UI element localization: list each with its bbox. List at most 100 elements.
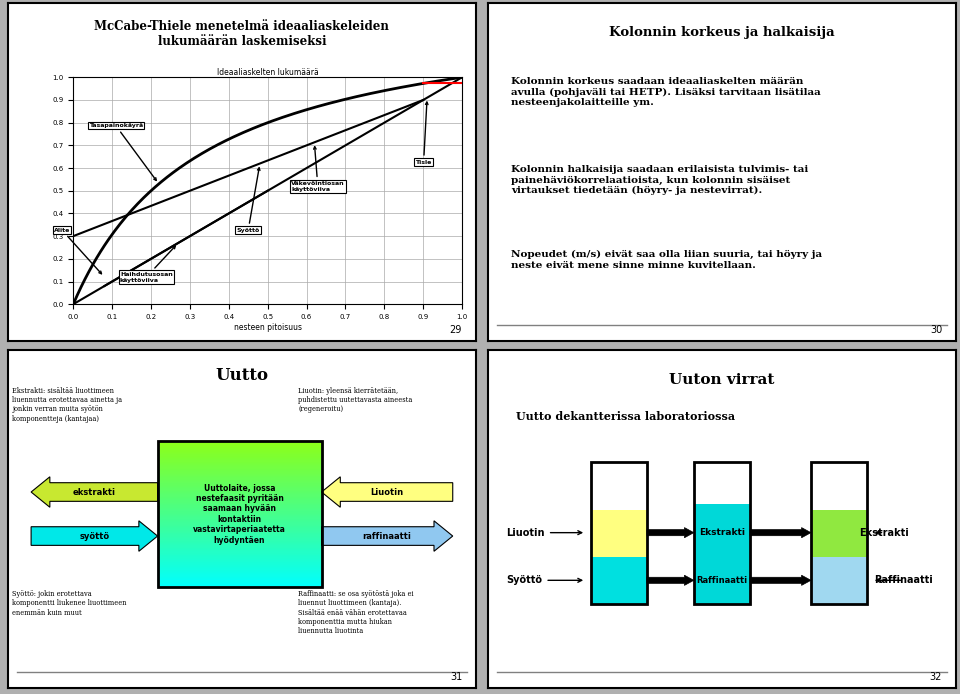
Bar (157, 578, 322, 579)
Bar (157, 468, 322, 469)
FancyArrow shape (31, 477, 157, 507)
Bar (157, 557, 322, 559)
X-axis label: nesteen pitoisuus: nesteen pitoisuus (233, 323, 301, 332)
Bar (157, 538, 322, 539)
Bar (157, 532, 322, 534)
FancyArrow shape (322, 520, 453, 551)
Bar (157, 585, 322, 587)
Bar (157, 441, 322, 587)
Text: Haihdutusosan
käyttöviiva: Haihdutusosan käyttöviiva (120, 246, 176, 282)
Bar (157, 514, 322, 515)
Bar (157, 544, 322, 545)
Bar (157, 486, 322, 487)
Bar (157, 488, 322, 490)
Bar (157, 511, 322, 513)
Bar (157, 549, 322, 550)
Bar (157, 528, 322, 530)
Bar (157, 470, 322, 471)
Bar (157, 460, 322, 462)
Text: syöttö: syöttö (80, 532, 109, 541)
Text: Alite: Alite (54, 228, 102, 273)
Text: Liuotin: Liuotin (371, 487, 404, 496)
Bar (157, 448, 322, 450)
FancyArrow shape (750, 527, 811, 538)
Bar (157, 552, 322, 554)
Bar (157, 564, 322, 565)
Bar (157, 527, 322, 529)
Bar (157, 521, 322, 523)
Bar (157, 492, 322, 493)
Bar (157, 575, 322, 577)
FancyArrow shape (322, 477, 453, 507)
Title: Ideaaliaskelten lukumäärä: Ideaaliaskelten lukumäärä (217, 67, 319, 76)
Text: Tasapainokäyrä: Tasapainokäyrä (89, 124, 156, 180)
Bar (157, 575, 322, 576)
Bar (157, 463, 322, 464)
FancyArrow shape (647, 575, 694, 586)
Text: Ekstrakti: Ekstrakti (859, 527, 909, 538)
Text: Syöttö: Syöttö (507, 575, 582, 585)
FancyArrow shape (647, 527, 694, 538)
Bar (157, 441, 322, 443)
Bar (157, 562, 322, 564)
FancyArrow shape (31, 520, 157, 551)
Bar (157, 579, 322, 581)
Text: Tisle: Tisle (416, 102, 432, 164)
Bar (157, 512, 322, 514)
Text: 31: 31 (450, 672, 462, 682)
Bar (157, 442, 322, 443)
Bar (157, 484, 322, 486)
Text: Ekstrakti: Ekstrakti (699, 528, 745, 537)
Bar (157, 536, 322, 537)
Bar (157, 522, 322, 524)
Bar (157, 497, 322, 498)
Bar (157, 491, 322, 492)
Text: Nopeudet (m/s) eivät saa olla liian suuria, tai höyry ja
neste eivät mene sinne : Nopeudet (m/s) eivät saa olla liian suur… (511, 250, 822, 269)
Bar (694, 462, 750, 505)
Text: Raffinaatti: Raffinaatti (874, 575, 933, 585)
Bar (157, 525, 322, 526)
Bar (157, 570, 322, 573)
Bar (157, 551, 322, 553)
Text: Kolonnin korkeus ja halkaisija: Kolonnin korkeus ja halkaisija (609, 26, 835, 40)
Bar (157, 577, 322, 578)
Bar (157, 473, 322, 474)
Bar (157, 493, 322, 495)
Bar (157, 466, 322, 468)
Text: ekstrakti: ekstrakti (73, 487, 116, 496)
Bar (811, 510, 867, 557)
Bar (157, 515, 322, 516)
Text: Kolonnin halkaisija saadaan erilaisista tulvimis- tai
painehäviökorrelaatioista,: Kolonnin halkaisija saadaan erilaisista … (511, 165, 808, 196)
Bar (157, 499, 322, 500)
Text: Raffinaatti: Raffinaatti (696, 576, 748, 585)
Bar (157, 545, 322, 547)
Text: Väkevöintiosan
käyttöviiva: Väkevöintiosan käyttöviiva (291, 146, 345, 192)
Bar (157, 582, 322, 583)
Bar (157, 447, 322, 448)
Text: 30: 30 (930, 325, 942, 335)
Bar (157, 554, 322, 555)
Bar (157, 560, 322, 561)
Bar (157, 543, 322, 544)
Bar (157, 450, 322, 451)
Bar (157, 573, 322, 575)
Bar (157, 541, 322, 542)
Text: Syöttö: Syöttö (236, 168, 260, 232)
Bar (157, 526, 322, 527)
Bar (157, 570, 322, 571)
Bar (157, 505, 322, 507)
FancyArrow shape (750, 575, 811, 586)
Bar (157, 475, 322, 476)
Bar (157, 502, 322, 503)
Bar (157, 498, 322, 500)
Bar (157, 496, 322, 497)
Text: Uutto dekantterissa laboratoriossa: Uutto dekantterissa laboratoriossa (516, 411, 735, 422)
Bar (694, 462, 750, 604)
Text: Kolonnin korkeus saadaan ideaaliaskelten määrän
avulla (pohjaväli tai HETP). Lis: Kolonnin korkeus saadaan ideaaliaskelten… (511, 77, 821, 108)
Bar (157, 546, 322, 548)
Bar (590, 462, 647, 510)
Text: Liuotin: Liuotin (507, 527, 582, 538)
Bar (590, 510, 647, 557)
Bar (694, 505, 750, 604)
Bar (157, 487, 322, 489)
